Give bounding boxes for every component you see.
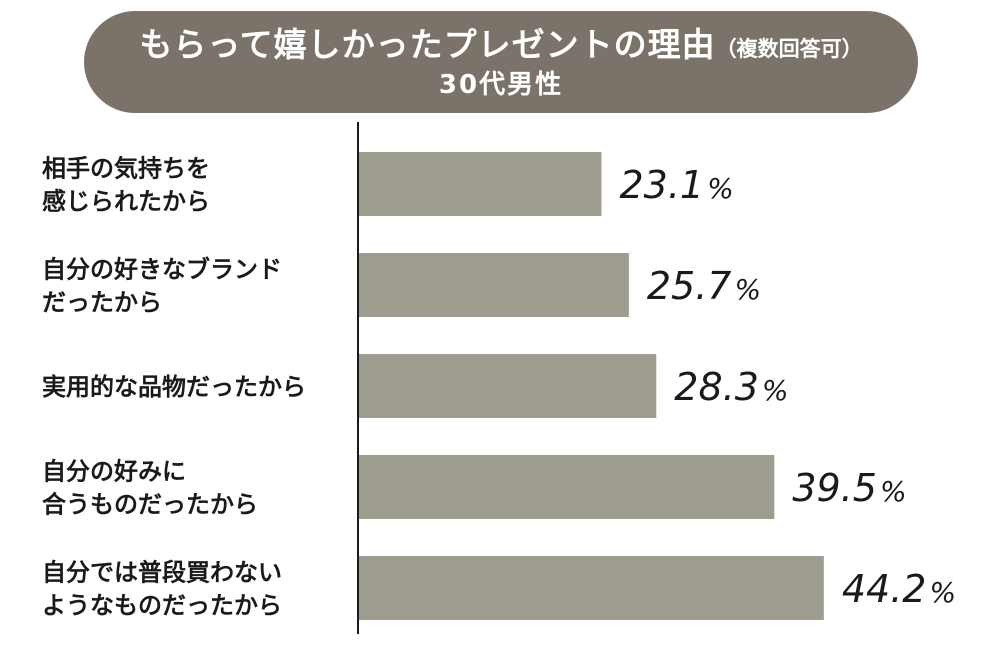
value-label-2: 25.7% [647, 264, 761, 308]
value-label-3: 28.3% [674, 365, 788, 409]
chart-title: もらって嬉しかったプレゼントの理由（複数回答可） [84, 25, 918, 69]
bar-5 [358, 556, 824, 620]
bar-1 [358, 152, 602, 216]
chart-title-banner: もらって嬉しかったプレゼントの理由（複数回答可） 30代男性 [84, 11, 918, 113]
bar-3 [358, 354, 657, 418]
value-label-4: 39.5% [792, 466, 906, 510]
category-label-3: 実用的な品物だったから [42, 373, 306, 401]
category-label-1: 相手の気持ちを感じられたから [42, 155, 210, 216]
chart-title-main: もらって嬉しかったプレゼントの理由 [139, 25, 716, 64]
bar-2 [358, 253, 629, 317]
bar-4 [358, 455, 775, 519]
value-label-1: 23.1% [619, 163, 733, 207]
value-label-5: 44.2% [842, 567, 956, 611]
category-label-2: 自分の好きなブランドだったから [42, 256, 282, 317]
chart-title-note: （複数回答可） [715, 37, 863, 61]
category-label-4: 自分の好みに合うものだったから [42, 458, 258, 519]
category-label-5: 自分では普段買わないようなものだったから [42, 559, 282, 620]
chart-subtitle: 30代男性 [438, 70, 564, 100]
